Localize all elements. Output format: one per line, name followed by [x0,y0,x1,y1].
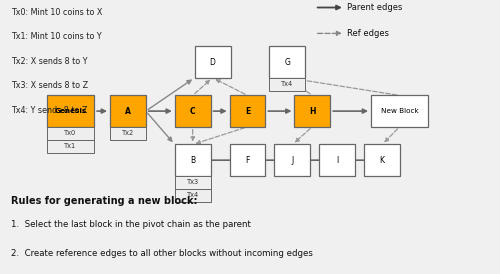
Text: Tx0: Tx0 [64,130,76,136]
Text: Tx3: Tx3 [186,179,198,185]
Text: Tx1: Mint 10 coins to Y: Tx1: Mint 10 coins to Y [10,32,102,41]
Text: Rules for generating a new block:: Rules for generating a new block: [10,196,197,206]
Text: Tx4: Tx4 [282,81,294,87]
FancyBboxPatch shape [194,46,230,78]
Text: 2.  Create reference edges to all other blocks without incoming edges: 2. Create reference edges to all other b… [10,249,312,258]
Text: I: I [336,156,338,165]
Text: Tx4: Y sends 8 to Z: Tx4: Y sends 8 to Z [10,106,87,115]
Text: Tx1: Tx1 [64,143,76,149]
Text: Ref edges: Ref edges [347,29,389,38]
FancyBboxPatch shape [274,144,310,176]
FancyBboxPatch shape [110,95,146,127]
Text: K: K [380,156,384,165]
Text: Tx3: X sends 8 to Z: Tx3: X sends 8 to Z [10,81,88,90]
Text: J: J [292,156,294,165]
FancyBboxPatch shape [320,144,355,176]
Text: New Block: New Block [380,108,418,114]
Text: Tx0: Mint 10 coins to X: Tx0: Mint 10 coins to X [10,7,102,16]
FancyBboxPatch shape [174,189,210,202]
FancyBboxPatch shape [230,95,266,127]
Text: C: C [190,107,196,116]
Text: Tx2: X sends 8 to Y: Tx2: X sends 8 to Y [10,56,87,65]
Text: Parent edges: Parent edges [347,3,403,12]
FancyBboxPatch shape [364,144,400,176]
Text: D: D [210,58,216,67]
FancyBboxPatch shape [270,46,306,78]
Text: Tx4: Tx4 [186,192,199,198]
FancyBboxPatch shape [294,95,330,127]
FancyBboxPatch shape [174,95,210,127]
Text: H: H [309,107,316,116]
Text: B: B [190,156,195,165]
Text: F: F [246,156,250,165]
Text: Tx2: Tx2 [122,130,134,136]
Text: Genesis: Genesis [54,108,86,114]
Text: A: A [125,107,131,116]
FancyBboxPatch shape [110,127,146,140]
FancyBboxPatch shape [47,127,94,140]
FancyBboxPatch shape [174,176,210,189]
FancyBboxPatch shape [371,95,428,127]
FancyBboxPatch shape [47,95,94,127]
FancyBboxPatch shape [174,144,210,176]
FancyBboxPatch shape [230,144,266,176]
Text: 1.  Select the last block in the pivot chain as the parent: 1. Select the last block in the pivot ch… [10,220,250,229]
FancyBboxPatch shape [47,140,94,153]
FancyBboxPatch shape [270,78,306,91]
Text: G: G [284,58,290,67]
Text: E: E [245,107,250,116]
